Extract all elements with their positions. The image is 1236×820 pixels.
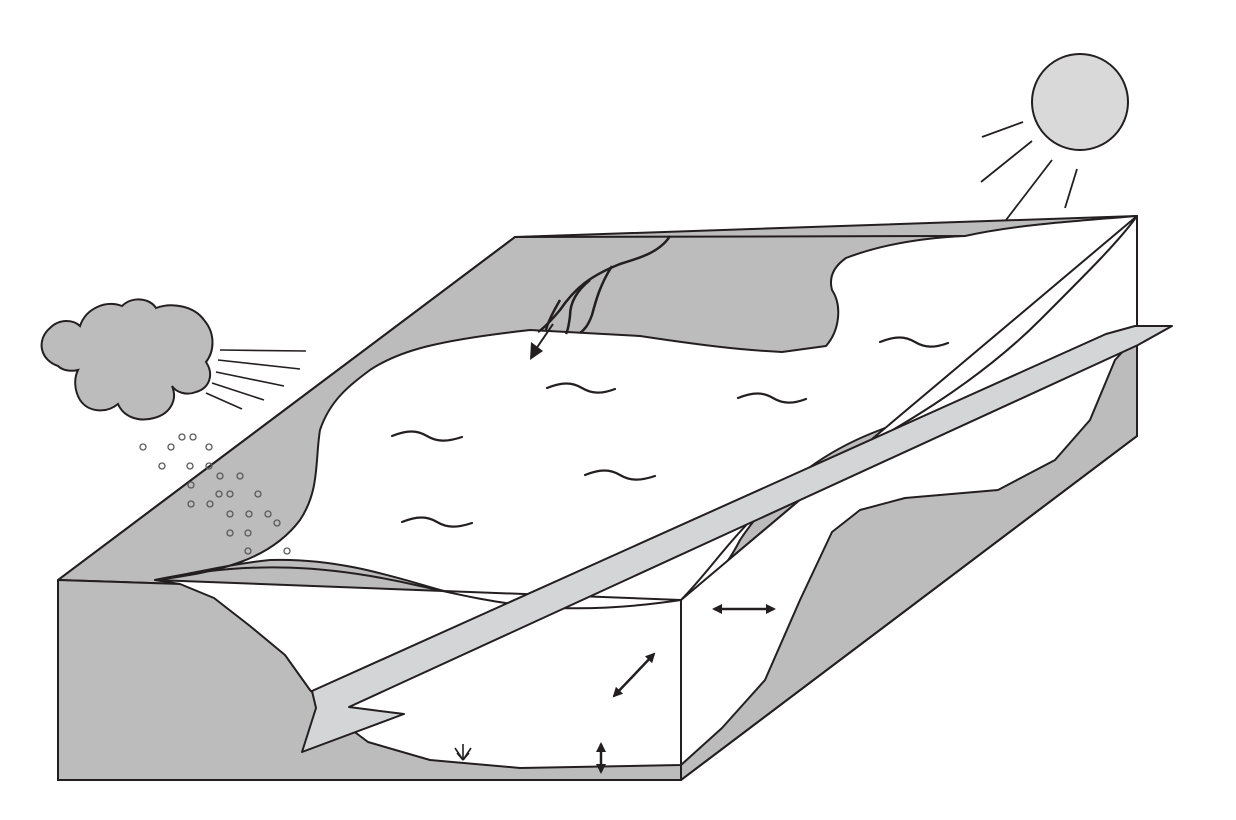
cloud-icon <box>42 299 213 419</box>
sun-icon <box>981 54 1128 220</box>
wind-lines <box>206 350 306 409</box>
